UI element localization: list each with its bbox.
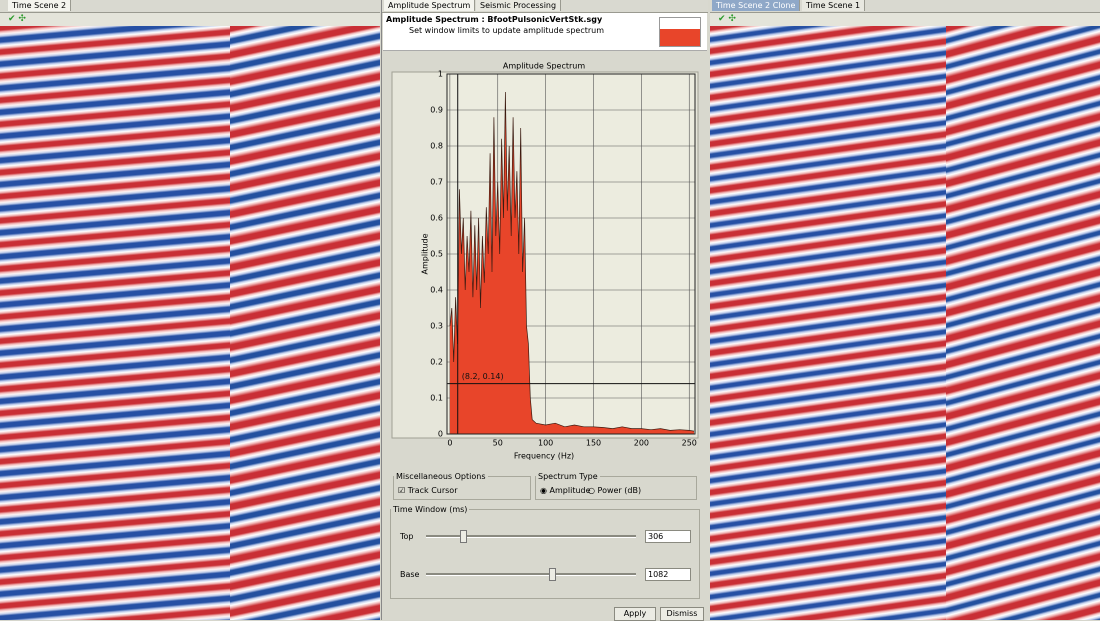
slider-thumb[interactable] — [460, 530, 467, 543]
y-tick-label: 0.7 — [430, 178, 443, 187]
spectrum-chart: Amplitude Spectrum Frequency (Hz) Amplit… — [391, 62, 699, 461]
x-tick-label: 50 — [493, 439, 503, 448]
y-tick-label: 0.3 — [430, 322, 443, 331]
seismic-view — [710, 26, 946, 620]
x-tick-label: 200 — [634, 439, 649, 448]
y-tick-label: 1 — [438, 70, 443, 79]
y-tick-label: 0.4 — [430, 286, 443, 295]
plot-border — [446, 73, 696, 435]
radio-label: Power (dB) — [597, 486, 642, 495]
y-tick-label: 0.1 — [430, 394, 443, 403]
toolbar: ✔ ✣ — [0, 13, 380, 26]
time-window-group: Time Window (ms) — [390, 505, 700, 599]
misc-options-group: Miscellaneous Options — [393, 472, 531, 500]
slider-label: Base — [400, 570, 420, 579]
toolbar: ✔ ✣ — [710, 13, 1100, 26]
slider-label: Top — [400, 532, 414, 541]
y-tick-label: 0.8 — [430, 142, 443, 151]
chart-title: Amplitude Spectrum — [503, 62, 586, 71]
x-tick-label: 0 — [447, 439, 452, 448]
seismic-view — [230, 26, 380, 620]
dialog-header: Amplitude Spectrum : BfootPulsonicVertSt… — [383, 13, 707, 51]
seismic-view — [0, 26, 230, 620]
text-field[interactable]: 306 — [645, 530, 691, 543]
slider-thumb[interactable] — [549, 568, 556, 581]
y-axis-label: Amplitude — [421, 233, 430, 274]
tab-bar: Time Scene 2 — [0, 0, 380, 13]
button[interactable]: Apply — [614, 607, 656, 621]
tab[interactable]: Time Scene 2 Clone — [712, 0, 801, 11]
button[interactable]: Dismiss — [660, 607, 704, 621]
x-tick-label: 100 — [538, 439, 553, 448]
tab[interactable]: Amplitude Spectrum — [384, 0, 476, 11]
slider-track — [426, 573, 636, 576]
x-tick-label: 250 — [682, 439, 697, 448]
toolbar-icon[interactable]: ✔ ✣ — [718, 14, 736, 24]
spectrum-type-group: Spectrum Type — [535, 472, 697, 500]
text-field[interactable]: 1082 — [645, 568, 691, 581]
group-title: Miscellaneous Options — [396, 472, 486, 481]
y-tick-label: 0.6 — [430, 214, 443, 223]
slider-track — [426, 535, 636, 538]
header-subtitle: Set window limits to update amplitude sp… — [409, 26, 605, 35]
tab[interactable]: Time Scene 1 — [802, 0, 866, 11]
group-title: Time Window (ms) — [393, 505, 468, 514]
tab-bar: Amplitude Spectrum Seismic Processing — [382, 0, 708, 13]
radio-label: Amplitude — [549, 486, 591, 495]
group-title: Spectrum Type — [538, 472, 598, 481]
y-tick-label: 0.2 — [430, 358, 443, 367]
seismic-view — [946, 26, 1100, 620]
spectrum-line — [449, 91, 695, 432]
tab-bar: Time Scene 2 Clone Time Scene 1 — [710, 0, 1100, 13]
y-tick-label: 0 — [438, 430, 443, 439]
header-icon — [659, 17, 701, 47]
radio[interactable]: ○ Power (dB) — [588, 486, 642, 495]
y-tick-label: 0.5 — [430, 250, 443, 259]
toolbar-icon[interactable]: ✔ ✣ — [8, 14, 26, 24]
y-tick-label: 0.9 — [430, 106, 443, 115]
tab[interactable]: Time Scene 2 — [8, 0, 72, 11]
tab[interactable]: Seismic Processing — [476, 0, 562, 11]
x-axis-label: Frequency (Hz) — [514, 452, 574, 461]
checkbox-label: Track Cursor — [407, 486, 458, 495]
spectrum-area — [449, 92, 694, 434]
header-title: Amplitude Spectrum : BfootPulsonicVertSt… — [386, 15, 603, 24]
checkbox[interactable]: ☑ Track Cursor — [398, 486, 458, 495]
cursor-label: (8.2, 0.14) — [462, 372, 504, 381]
x-tick-label: 150 — [586, 439, 601, 448]
radio[interactable]: ◉ Amplitude — [540, 486, 591, 495]
